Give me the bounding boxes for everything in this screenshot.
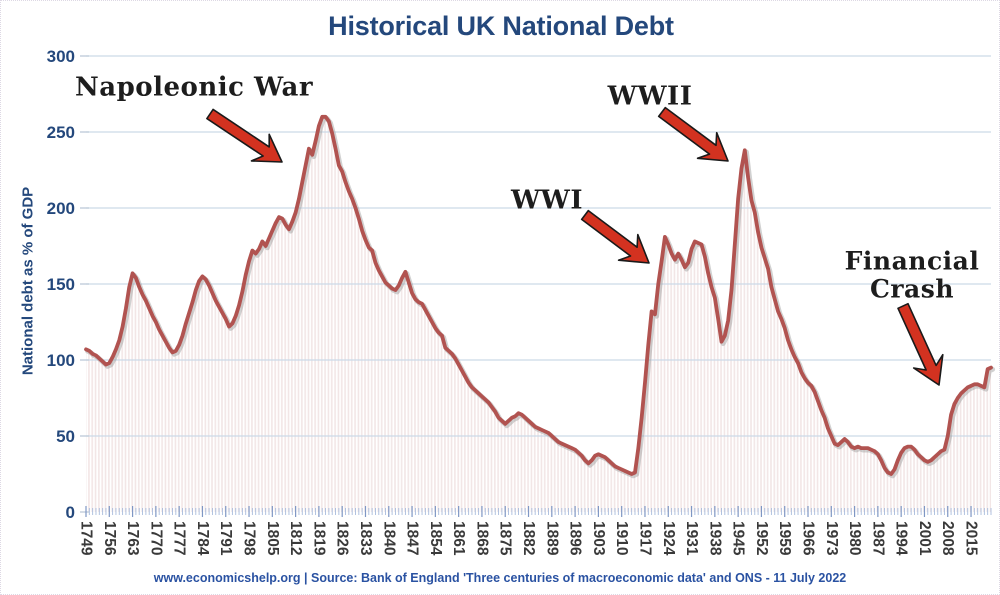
source-footer: www.economicshelp.org | Source: Bank of … <box>153 571 847 585</box>
x-tick-label-1938: 1938 <box>706 521 723 556</box>
area-fill <box>86 116 991 513</box>
annotation-napoleonic-war-label: Napoleonic War <box>74 72 314 103</box>
x-tick-label-1777: 1777 <box>171 521 188 555</box>
x-tick-label-1973: 1973 <box>823 521 840 556</box>
annotation-wwi-label: WWI <box>510 185 584 216</box>
y-axis-title: National debt as % of GDP <box>19 186 37 376</box>
y-tick-label-0: 0 <box>66 503 75 522</box>
x-tick-label-1952: 1952 <box>753 521 770 555</box>
x-tick-label-1763: 1763 <box>124 521 141 556</box>
x-tick-label-1826: 1826 <box>334 521 351 556</box>
annotation-financial-crash-line1: Financial <box>844 246 980 276</box>
x-tick-label-1833: 1833 <box>357 521 374 556</box>
annotation-wwi: WWI <box>511 187 583 216</box>
y-tick-label-150: 150 <box>47 275 75 294</box>
x-tick-label-1959: 1959 <box>776 521 793 556</box>
x-tick-label-1980: 1980 <box>846 521 863 555</box>
x-tick-label-1868: 1868 <box>473 521 490 556</box>
x-tick-label-1770: 1770 <box>147 521 164 555</box>
y-tick-label-250: 250 <box>47 123 75 142</box>
y-tick-label-100: 100 <box>47 351 75 370</box>
x-tick-label-1966: 1966 <box>800 521 817 556</box>
annotation-financial-crash-line2: Crash <box>869 274 955 303</box>
wwi-arrow-icon <box>580 209 650 264</box>
x-tick-label-1791: 1791 <box>217 521 234 556</box>
y-tick-label-50: 50 <box>56 427 75 446</box>
x-tick-label-1945: 1945 <box>730 521 747 556</box>
napoleonic-war-arrow-icon <box>206 108 283 163</box>
x-tick-label-1882: 1882 <box>520 521 537 555</box>
x-tick-label-2015: 2015 <box>963 521 980 556</box>
chart-title: Historical UK National Debt <box>328 11 674 41</box>
x-tick-label-1987: 1987 <box>869 521 886 555</box>
y-tick-label-200: 200 <box>47 199 75 218</box>
x-tick-label-1798: 1798 <box>241 521 258 556</box>
x-tick-label-1896: 1896 <box>567 521 584 556</box>
annotation-wwii: WWII <box>608 83 693 112</box>
x-tick-label-1875: 1875 <box>497 521 514 556</box>
x-tick-label-1861: 1861 <box>450 521 467 556</box>
x-tick-label-1917: 1917 <box>637 521 654 555</box>
annotation-napoleonic-war: Napoleonic War <box>75 74 313 103</box>
y-tick-label-300: 300 <box>47 47 75 66</box>
x-tick-label-2001: 2001 <box>916 521 933 556</box>
wwii-arrow-icon <box>657 106 729 162</box>
x-tick-label-1812: 1812 <box>287 521 304 555</box>
x-tick-label-1756: 1756 <box>101 521 118 556</box>
financial-crash-arrow-icon <box>897 302 944 386</box>
x-tick-label-1924: 1924 <box>660 521 677 556</box>
x-tick-label-1994: 1994 <box>893 521 910 556</box>
x-tick-label-1749: 1749 <box>78 521 95 556</box>
x-tick-label-1903: 1903 <box>590 521 607 556</box>
x-tick-label-2008: 2008 <box>939 521 956 556</box>
x-tick-label-1910: 1910 <box>613 521 630 555</box>
x-tick-label-1847: 1847 <box>404 521 421 555</box>
x-tick-label-1931: 1931 <box>683 521 700 556</box>
annotation-wwii-label: WWII <box>607 81 693 112</box>
debt-line <box>84 114 993 476</box>
x-tick-label-1889: 1889 <box>543 521 560 556</box>
x-tick-label-1819: 1819 <box>310 521 327 556</box>
annotation-financial-crash: Financial Crash <box>844 246 980 303</box>
x-tick-label-1784: 1784 <box>194 521 211 556</box>
x-tick-label-1840: 1840 <box>380 521 397 555</box>
x-tick-label-1805: 1805 <box>264 521 281 556</box>
x-tick-label-1854: 1854 <box>427 521 444 556</box>
